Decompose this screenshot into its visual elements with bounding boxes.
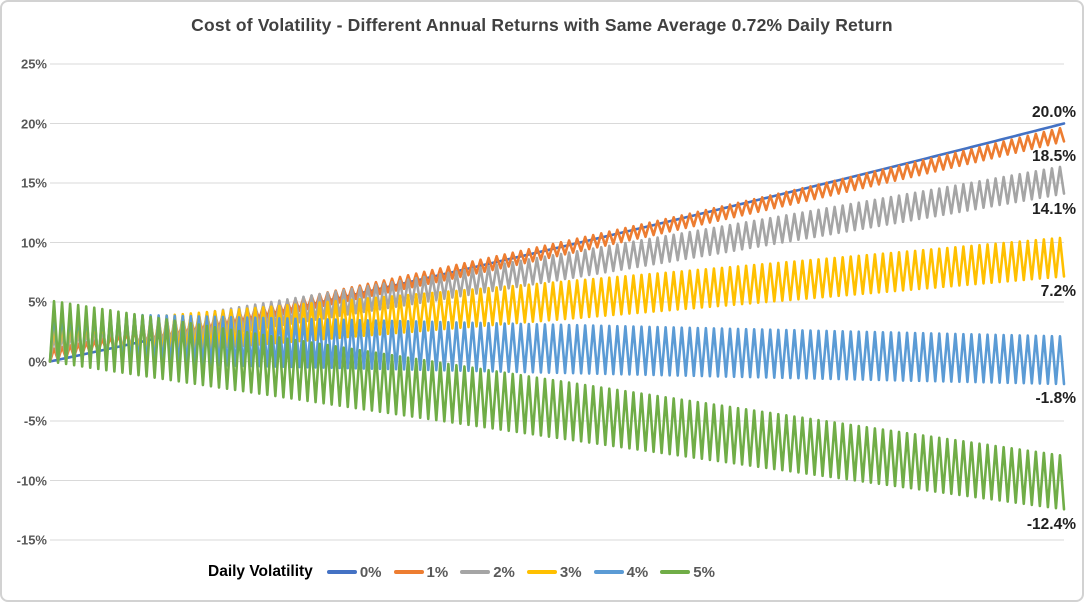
y-axis-tick-label: 25%	[20, 56, 47, 72]
legend-title: Daily Volatility	[208, 563, 313, 580]
y-axis-tick-label: 0%	[28, 354, 47, 369]
legend-item-5%: 5%	[660, 564, 715, 581]
legend-item-label: 5%	[693, 563, 715, 581]
legend-swatch-icon	[526, 569, 557, 575]
legend-swatch-icon	[326, 569, 357, 575]
y-axis-tick-label: 20%	[20, 116, 47, 131]
series-line-5%	[48, 299, 1066, 511]
legend-item-label: 1%	[426, 563, 449, 581]
y-axis-tick-label: -5%	[23, 413, 47, 429]
legend-item-2%: 2%	[460, 564, 515, 581]
series-line-4%	[48, 311, 1066, 386]
y-axis-tick-label: -10%	[16, 473, 47, 488]
legend-items: 0% 1% 2% 3% 4% 5%	[326, 563, 727, 581]
legend-item-label: 4%	[626, 563, 649, 581]
legend-item-label: 2%	[493, 563, 515, 581]
legend-swatch-icon	[593, 569, 624, 575]
end-value-label-3%: 7.2%	[1040, 282, 1076, 300]
y-axis-tick-label: 15%	[20, 175, 47, 191]
legend-swatch-icon	[393, 569, 424, 575]
legend-item-4%: 4%	[593, 563, 649, 581]
legend-item-0%: 0%	[326, 563, 382, 581]
legend-item-label: 0%	[359, 563, 382, 581]
legend-item-label: 3%	[559, 563, 582, 581]
legend-swatch-icon	[460, 569, 491, 575]
legend: Daily Volatility 0% 1% 2% 3% 4% 5%	[208, 563, 727, 581]
series-line-2%	[48, 165, 1066, 363]
y-axis-tick-label: 5%	[28, 294, 47, 310]
series-line-3%	[48, 236, 1066, 363]
legend-item-1%: 1%	[393, 563, 449, 581]
end-value-label-4%: -1.8%	[1035, 389, 1077, 407]
end-value-label-1%: 18.5%	[1032, 148, 1076, 166]
end-value-label-5%: -12.4%	[1026, 516, 1076, 534]
end-value-label-2%: 14.1%	[1032, 200, 1076, 218]
y-axis-tick-label: -15%	[16, 532, 47, 548]
legend-item-3%: 3%	[526, 563, 582, 581]
y-axis-tick-label: 10%	[20, 235, 47, 250]
end-value-label-0%: 20.0%	[1032, 103, 1076, 121]
legend-swatch-icon	[660, 569, 691, 575]
chart-title: Cost of Volatility - Different Annual Re…	[191, 15, 893, 35]
